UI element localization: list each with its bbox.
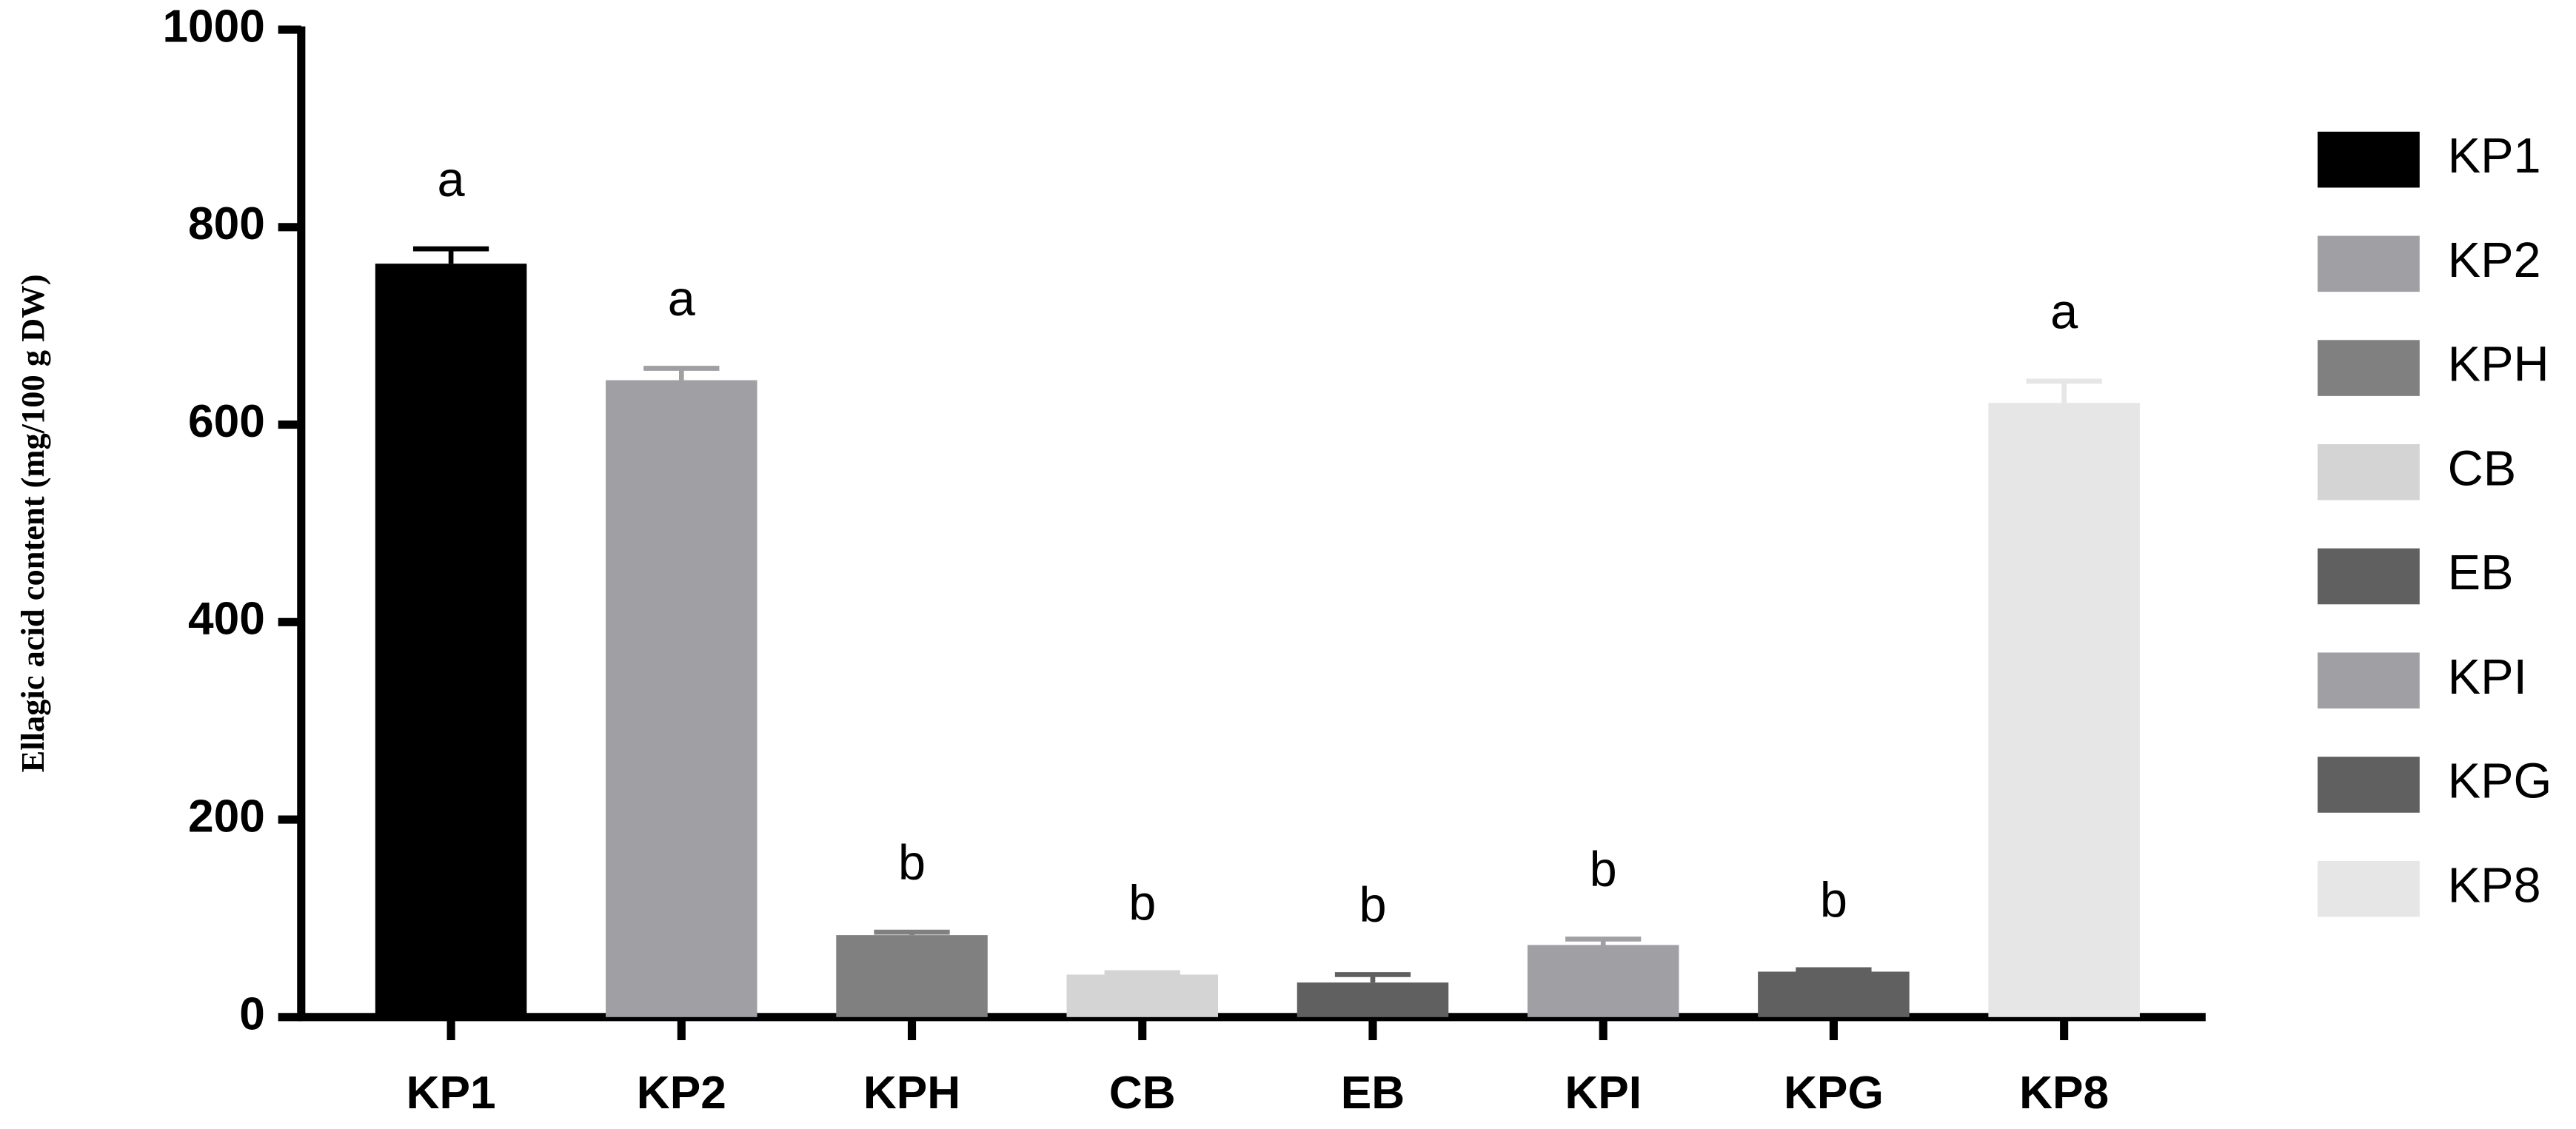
legend-label: CB	[2448, 441, 2517, 496]
x-tick-label: KP8	[2019, 1068, 2109, 1119]
error-bar	[874, 929, 950, 936]
x-tick-label: KP2	[637, 1068, 726, 1119]
bar	[836, 935, 988, 1017]
significance-letter: a	[438, 153, 466, 207]
y-tick-label: 600	[188, 396, 265, 447]
legend-swatch	[2317, 860, 2420, 917]
error-bar	[2026, 378, 2102, 403]
bar	[606, 380, 757, 1017]
x-tick-label: KPI	[1565, 1068, 1642, 1119]
legend-label: EB	[2448, 546, 2514, 600]
legend-swatch	[2317, 652, 2420, 709]
significance-letter: b	[898, 836, 926, 891]
legend-label: KPG	[2448, 754, 2552, 809]
error-bar	[643, 366, 720, 381]
significance-letter: a	[2050, 285, 2078, 340]
significance-letter: b	[1128, 876, 1156, 931]
legend-swatch	[2317, 757, 2420, 813]
legend-swatch	[2317, 443, 2420, 500]
bar	[1297, 982, 1449, 1017]
significance-letter: b	[1820, 873, 1847, 928]
error-bar	[1334, 972, 1411, 983]
error-bar	[1796, 967, 1872, 973]
legend-swatch	[2317, 548, 2420, 605]
y-axis-label: Ellagic acid content (mg/100 g DW)	[14, 274, 51, 772]
bar	[1758, 971, 1910, 1017]
legend-label: KPH	[2448, 338, 2549, 392]
y-tick-label: 200	[188, 791, 265, 842]
legend-swatch	[2317, 131, 2420, 188]
significance-letter: b	[1590, 842, 1617, 897]
y-tick-label: 0	[239, 988, 265, 1039]
legend-label: KPI	[2448, 650, 2528, 705]
y-tick-label: 400	[188, 594, 265, 645]
bar	[375, 264, 527, 1017]
x-tick-label: CB	[1109, 1068, 1176, 1119]
legend-swatch	[2317, 340, 2420, 396]
significance-letter: a	[668, 272, 696, 326]
bar	[1066, 974, 1219, 1017]
legend-label: KP2	[2448, 233, 2541, 288]
x-tick-label: KP1	[407, 1068, 496, 1119]
x-tick-label: EB	[1341, 1068, 1405, 1119]
bar	[1988, 403, 2140, 1017]
x-tick-label: KPG	[1784, 1068, 1884, 1119]
y-tick-label: 1000	[162, 1, 264, 52]
y-tick-label: 800	[188, 198, 265, 249]
error-bar	[412, 246, 489, 264]
significance-letter: b	[1359, 878, 1386, 933]
x-tick-label: KPH	[863, 1068, 960, 1119]
legend-label: KP1	[2448, 129, 2541, 184]
bar	[1527, 945, 1679, 1017]
error-bar	[1104, 970, 1180, 976]
legend-swatch	[2317, 235, 2420, 292]
error-bar	[1565, 937, 1642, 945]
legend-label: KP8	[2448, 858, 2541, 913]
